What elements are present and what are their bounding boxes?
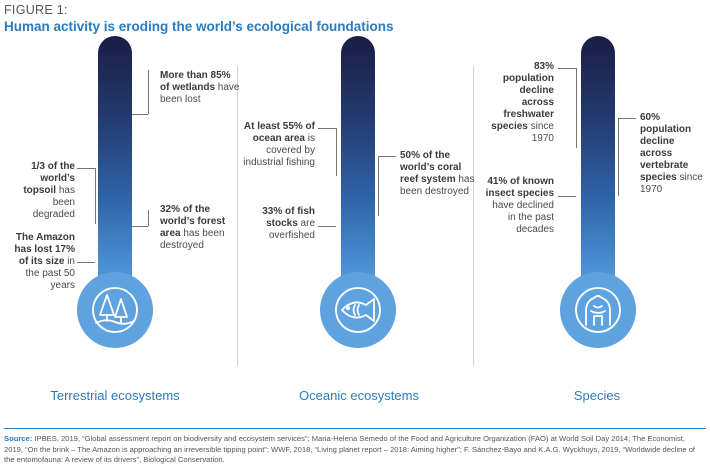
- leader-line: [318, 226, 336, 227]
- thermometer-bulb: [560, 272, 636, 348]
- leader-line: [77, 168, 95, 169]
- annotation-topsoil: 1/3 of the world’s topsoil has been degr…: [23, 161, 75, 220]
- leader-line: [77, 262, 95, 263]
- annotation-fish-stocks: 33% of fish stocks are overfished: [262, 206, 315, 241]
- leader-line: [576, 68, 577, 148]
- leader-line: [148, 210, 149, 226]
- fish-icon: [335, 287, 381, 333]
- leader-line: [618, 118, 636, 119]
- category-terrestrial: Terrestrial ecosystems: [50, 388, 180, 403]
- leader-line: [618, 118, 619, 196]
- annotation-vertebrate: 60% population decline across vertebrate…: [640, 112, 703, 195]
- leader-line: [558, 196, 576, 197]
- annotation-amazon: The Amazon has lost 17% of its size in t…: [14, 232, 75, 291]
- leader-line: [558, 68, 576, 69]
- source-note: Source: IPBES, 2019, “Global assessment …: [4, 434, 704, 466]
- source-label: Source:: [4, 434, 33, 443]
- annotation-insects: 41% of known insect species have decline…: [485, 176, 554, 235]
- annotation-ocean-area: At least 55% of ocean area is covered by…: [243, 121, 315, 168]
- annotation-freshwater: 83% population decline across freshwater…: [491, 61, 554, 144]
- leader-line: [132, 114, 148, 115]
- category-oceanic: Oceanic ecosystems: [299, 388, 419, 403]
- leader-line: [378, 156, 396, 157]
- thermometer-tube: [581, 36, 615, 306]
- leader-line: [318, 128, 336, 129]
- thermometer-tube: [98, 36, 132, 306]
- annotation-forest: 32% of the world’s forest area has been …: [160, 204, 226, 251]
- gorilla-icon: [575, 287, 621, 333]
- thermometer-tube: [341, 36, 375, 306]
- column-divider: [473, 66, 474, 366]
- source-text: IPBES, 2019, “Global assessment report o…: [4, 434, 696, 465]
- figure-title: Human activity is eroding the world’s ec…: [4, 19, 394, 34]
- trees-icon: [92, 287, 138, 333]
- annotation-coral-reef: 50% of the world’s coral reef system has…: [400, 150, 475, 197]
- column-divider: [237, 66, 238, 366]
- annotation-wetlands: More than 85% of wetlands have been lost: [160, 70, 240, 105]
- source-divider: [4, 428, 706, 429]
- leader-line: [148, 70, 149, 114]
- leader-line: [336, 128, 337, 176]
- thermometer-bulb: [320, 272, 396, 348]
- leader-line: [95, 168, 96, 224]
- leader-line: [132, 226, 148, 227]
- figure-label: FIGURE 1:: [4, 3, 68, 17]
- thermometer-bulb: [77, 272, 153, 348]
- leader-line: [378, 156, 379, 216]
- category-species: Species: [573, 388, 621, 403]
